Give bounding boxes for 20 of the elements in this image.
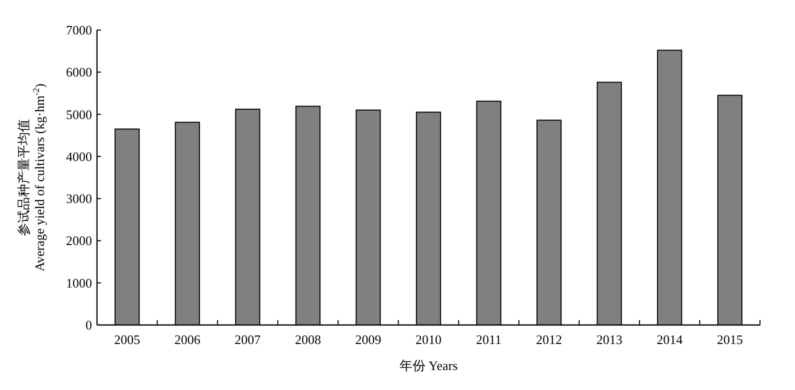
y-tick-label: 1000 xyxy=(66,275,92,290)
x-tick-label: 2011 xyxy=(476,332,502,347)
y-tick-label: 3000 xyxy=(66,191,92,206)
x-tick-label: 2005 xyxy=(114,332,140,347)
x-tick-label: 2006 xyxy=(174,332,201,347)
x-tick-label: 2015 xyxy=(716,332,743,347)
y-tick-label: 4000 xyxy=(66,148,92,164)
x-tick-label: 2008 xyxy=(294,332,321,347)
y-tick-label: 5000 xyxy=(66,106,92,122)
y-tick-label: 0 xyxy=(86,318,92,332)
x-tick-label: 2013 xyxy=(596,332,622,347)
y-tick-label: 7000 xyxy=(66,22,92,38)
x-axis-title: 年份 Years xyxy=(399,358,458,373)
x-tick-label: 2014 xyxy=(656,332,684,347)
y-tick-label: 2000 xyxy=(66,233,92,248)
x-tick-label: 2012 xyxy=(536,332,562,347)
x-tick-label: 2010 xyxy=(416,332,442,347)
x-tick-label: 2009 xyxy=(355,332,382,347)
y-tick-label: 6000 xyxy=(66,64,92,80)
x-tick-label: 2007 xyxy=(234,332,262,347)
